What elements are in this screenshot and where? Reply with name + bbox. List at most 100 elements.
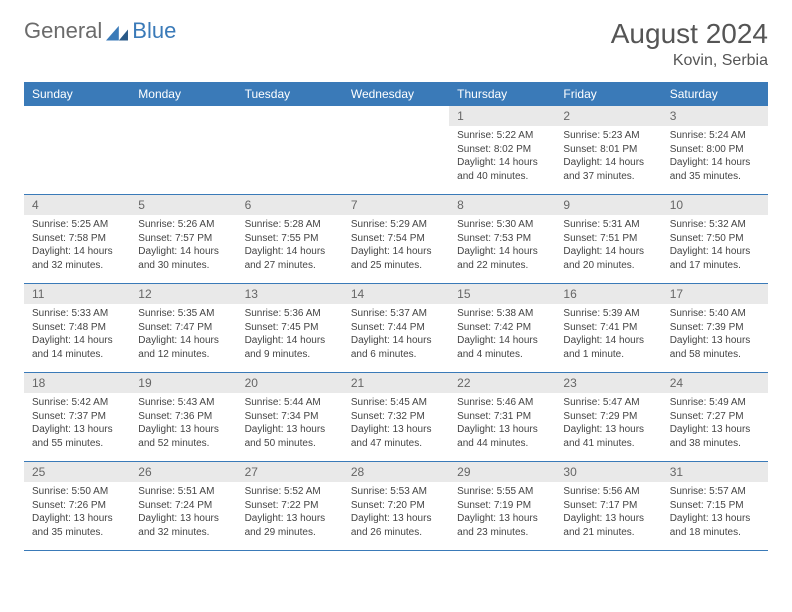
day-number: 12 (130, 284, 236, 304)
sunrise-line: Sunrise: 5:32 AM (670, 218, 760, 232)
brand-logo: General Blue (24, 18, 176, 44)
calendar-week: 18Sunrise: 5:42 AMSunset: 7:37 PMDayligh… (24, 373, 768, 462)
day-details: Sunrise: 5:23 AMSunset: 8:01 PMDaylight:… (555, 126, 661, 189)
day-number: 8 (449, 195, 555, 215)
day-details: Sunrise: 5:30 AMSunset: 7:53 PMDaylight:… (449, 215, 555, 278)
daylight-line: Daylight: 13 hours and 52 minutes. (138, 423, 228, 450)
calendar: SundayMondayTuesdayWednesdayThursdayFrid… (24, 82, 768, 551)
sunrise-line: Sunrise: 5:28 AM (245, 218, 335, 232)
day-number: 6 (237, 195, 343, 215)
day-details: Sunrise: 5:46 AMSunset: 7:31 PMDaylight:… (449, 393, 555, 456)
sunset-line: Sunset: 7:58 PM (32, 232, 122, 246)
sunrise-line: Sunrise: 5:30 AM (457, 218, 547, 232)
day-number: 7 (343, 195, 449, 215)
day-number: 29 (449, 462, 555, 482)
daylight-line: Daylight: 13 hours and 38 minutes. (670, 423, 760, 450)
calendar-day: 6Sunrise: 5:28 AMSunset: 7:55 PMDaylight… (237, 195, 343, 283)
day-number: 15 (449, 284, 555, 304)
sunrise-line: Sunrise: 5:46 AM (457, 396, 547, 410)
sunset-line: Sunset: 7:53 PM (457, 232, 547, 246)
sunset-line: Sunset: 7:57 PM (138, 232, 228, 246)
sunset-line: Sunset: 7:41 PM (563, 321, 653, 335)
day-details: Sunrise: 5:25 AMSunset: 7:58 PMDaylight:… (24, 215, 130, 278)
day-number: 28 (343, 462, 449, 482)
sunrise-line: Sunrise: 5:50 AM (32, 485, 122, 499)
daylight-line: Daylight: 14 hours and 20 minutes. (563, 245, 653, 272)
sunrise-line: Sunrise: 5:47 AM (563, 396, 653, 410)
day-details: Sunrise: 5:37 AMSunset: 7:44 PMDaylight:… (343, 304, 449, 367)
sunset-line: Sunset: 7:20 PM (351, 499, 441, 513)
calendar-day: 23Sunrise: 5:47 AMSunset: 7:29 PMDayligh… (555, 373, 661, 461)
sunrise-line: Sunrise: 5:49 AM (670, 396, 760, 410)
daylight-line: Daylight: 13 hours and 44 minutes. (457, 423, 547, 450)
sunrise-line: Sunrise: 5:36 AM (245, 307, 335, 321)
day-number: 1 (449, 106, 555, 126)
weekday-header: Wednesday (343, 82, 449, 106)
daylight-line: Daylight: 13 hours and 41 minutes. (563, 423, 653, 450)
daylight-line: Daylight: 14 hours and 27 minutes. (245, 245, 335, 272)
sunset-line: Sunset: 7:42 PM (457, 321, 547, 335)
sunset-line: Sunset: 7:54 PM (351, 232, 441, 246)
day-details: Sunrise: 5:43 AMSunset: 7:36 PMDaylight:… (130, 393, 236, 456)
day-details: Sunrise: 5:55 AMSunset: 7:19 PMDaylight:… (449, 482, 555, 545)
sunset-line: Sunset: 7:39 PM (670, 321, 760, 335)
daylight-line: Daylight: 13 hours and 58 minutes. (670, 334, 760, 361)
daylight-line: Daylight: 13 hours and 55 minutes. (32, 423, 122, 450)
calendar-day (24, 106, 130, 194)
logo-icon (106, 22, 128, 40)
calendar-day: 24Sunrise: 5:49 AMSunset: 7:27 PMDayligh… (662, 373, 768, 461)
day-details: Sunrise: 5:36 AMSunset: 7:45 PMDaylight:… (237, 304, 343, 367)
weekday-header-row: SundayMondayTuesdayWednesdayThursdayFrid… (24, 82, 768, 106)
day-details: Sunrise: 5:29 AMSunset: 7:54 PMDaylight:… (343, 215, 449, 278)
sunset-line: Sunset: 7:26 PM (32, 499, 122, 513)
day-number: 19 (130, 373, 236, 393)
day-details: Sunrise: 5:32 AMSunset: 7:50 PMDaylight:… (662, 215, 768, 278)
daylight-line: Daylight: 13 hours and 26 minutes. (351, 512, 441, 539)
daylight-line: Daylight: 13 hours and 23 minutes. (457, 512, 547, 539)
weekday-header: Saturday (662, 82, 768, 106)
calendar-day: 9Sunrise: 5:31 AMSunset: 7:51 PMDaylight… (555, 195, 661, 283)
sunset-line: Sunset: 7:36 PM (138, 410, 228, 424)
day-details: Sunrise: 5:26 AMSunset: 7:57 PMDaylight:… (130, 215, 236, 278)
daylight-line: Daylight: 14 hours and 22 minutes. (457, 245, 547, 272)
calendar-day: 20Sunrise: 5:44 AMSunset: 7:34 PMDayligh… (237, 373, 343, 461)
calendar-day: 27Sunrise: 5:52 AMSunset: 7:22 PMDayligh… (237, 462, 343, 550)
calendar-day: 21Sunrise: 5:45 AMSunset: 7:32 PMDayligh… (343, 373, 449, 461)
calendar-body: 1Sunrise: 5:22 AMSunset: 8:02 PMDaylight… (24, 106, 768, 551)
daylight-line: Daylight: 14 hours and 32 minutes. (32, 245, 122, 272)
day-number: 5 (130, 195, 236, 215)
daylight-line: Daylight: 13 hours and 21 minutes. (563, 512, 653, 539)
sunrise-line: Sunrise: 5:31 AM (563, 218, 653, 232)
day-number: 31 (662, 462, 768, 482)
daylight-line: Daylight: 14 hours and 9 minutes. (245, 334, 335, 361)
calendar-day: 1Sunrise: 5:22 AMSunset: 8:02 PMDaylight… (449, 106, 555, 194)
day-details: Sunrise: 5:42 AMSunset: 7:37 PMDaylight:… (24, 393, 130, 456)
day-details: Sunrise: 5:24 AMSunset: 8:00 PMDaylight:… (662, 126, 768, 189)
sunrise-line: Sunrise: 5:38 AM (457, 307, 547, 321)
calendar-day: 30Sunrise: 5:56 AMSunset: 7:17 PMDayligh… (555, 462, 661, 550)
sunset-line: Sunset: 7:22 PM (245, 499, 335, 513)
sunset-line: Sunset: 8:02 PM (457, 143, 547, 157)
sunrise-line: Sunrise: 5:35 AM (138, 307, 228, 321)
day-details: Sunrise: 5:50 AMSunset: 7:26 PMDaylight:… (24, 482, 130, 545)
day-details: Sunrise: 5:35 AMSunset: 7:47 PMDaylight:… (130, 304, 236, 367)
calendar-day: 13Sunrise: 5:36 AMSunset: 7:45 PMDayligh… (237, 284, 343, 372)
day-number: 16 (555, 284, 661, 304)
day-details: Sunrise: 5:31 AMSunset: 7:51 PMDaylight:… (555, 215, 661, 278)
sunrise-line: Sunrise: 5:25 AM (32, 218, 122, 232)
brand-part2: Blue (132, 18, 176, 44)
sunset-line: Sunset: 7:48 PM (32, 321, 122, 335)
calendar-day (343, 106, 449, 194)
day-details: Sunrise: 5:33 AMSunset: 7:48 PMDaylight:… (24, 304, 130, 367)
sunset-line: Sunset: 7:19 PM (457, 499, 547, 513)
calendar-day: 29Sunrise: 5:55 AMSunset: 7:19 PMDayligh… (449, 462, 555, 550)
sunrise-line: Sunrise: 5:39 AM (563, 307, 653, 321)
sunset-line: Sunset: 7:31 PM (457, 410, 547, 424)
day-details: Sunrise: 5:56 AMSunset: 7:17 PMDaylight:… (555, 482, 661, 545)
calendar-day: 19Sunrise: 5:43 AMSunset: 7:36 PMDayligh… (130, 373, 236, 461)
calendar-day: 4Sunrise: 5:25 AMSunset: 7:58 PMDaylight… (24, 195, 130, 283)
day-number: 14 (343, 284, 449, 304)
daylight-line: Daylight: 14 hours and 25 minutes. (351, 245, 441, 272)
day-number: 18 (24, 373, 130, 393)
sunrise-line: Sunrise: 5:42 AM (32, 396, 122, 410)
